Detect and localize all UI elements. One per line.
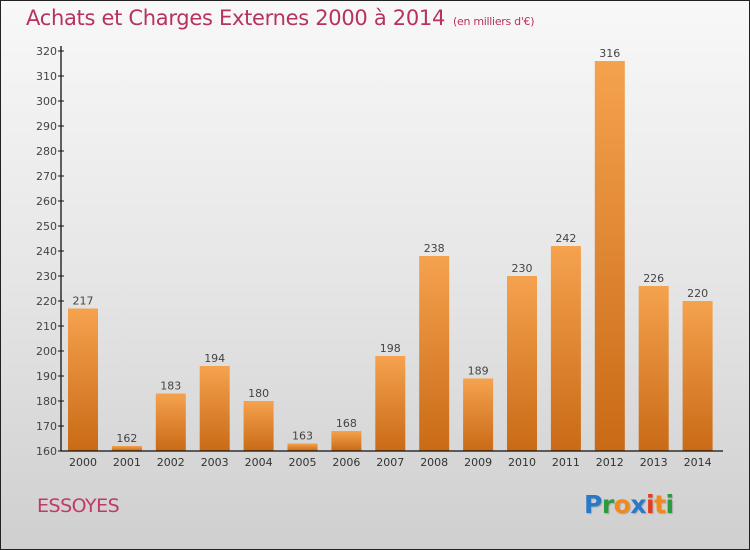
x-tick-label-2013: 2013 — [640, 456, 668, 469]
data-label-2011: 242 — [555, 232, 576, 245]
logo-letter: o — [613, 490, 631, 519]
y-tick-label-280: 280 — [36, 145, 57, 158]
bar-2005 — [287, 443, 318, 451]
y-tick-label-320: 320 — [36, 45, 57, 58]
logo-letter: P — [584, 490, 602, 519]
data-label-2002: 183 — [160, 380, 181, 393]
y-tick-label-180: 180 — [36, 395, 57, 408]
bar-2011 — [550, 246, 581, 451]
y-tick-label-220: 220 — [36, 295, 57, 308]
chart-title: Achats et Charges Externes 2000 à 2014 (e… — [26, 6, 535, 30]
data-label-2014: 220 — [687, 287, 708, 300]
data-label-2007: 198 — [380, 342, 401, 355]
bar-2003 — [199, 366, 230, 451]
logo-letter: i — [665, 490, 675, 519]
logo-letter: t — [654, 490, 666, 519]
x-tick-label-2008: 2008 — [420, 456, 448, 469]
data-label-2013: 226 — [643, 272, 664, 285]
data-label-2006: 168 — [336, 417, 357, 430]
x-tick-label-2002: 2002 — [157, 456, 185, 469]
bar-2002 — [155, 393, 186, 451]
bar-chart: 217 162 183 194 180 163 168 198 238 189 230 242 316 2… — [36, 45, 723, 469]
data-label-2010: 230 — [512, 262, 533, 275]
x-tick-label-2004: 2004 — [245, 456, 273, 469]
data-label-2008: 238 — [424, 242, 445, 255]
x-tick-label-2001: 2001 — [113, 456, 141, 469]
x-tick-label-2005: 2005 — [289, 456, 317, 469]
x-tick-label-2009: 2009 — [464, 456, 492, 469]
x-tick-label-2010: 2010 — [508, 456, 536, 469]
y-tick-label-230: 230 — [36, 270, 57, 283]
bar-2012 — [594, 61, 625, 451]
x-tick-label-2006: 2006 — [332, 456, 360, 469]
y-tick-label-200: 200 — [36, 345, 57, 358]
logo-letter: i — [646, 490, 655, 519]
logo-letter: r — [601, 490, 614, 519]
data-label-2003: 194 — [204, 352, 225, 365]
data-label-2005: 163 — [292, 430, 313, 443]
bar-2004 — [243, 401, 274, 451]
x-tick-label-2011: 2011 — [552, 456, 580, 469]
y-tick-label-190: 190 — [36, 370, 57, 383]
x-tick-label-2000: 2000 — [69, 456, 97, 469]
logo-letter: x — [630, 490, 646, 519]
x-tick-label-2007: 2007 — [376, 456, 404, 469]
y-tick-label-310: 310 — [36, 70, 57, 83]
y-tick-label-160: 160 — [36, 445, 57, 458]
y-tick-label-170: 170 — [36, 420, 57, 433]
proxiti-logo: Proxiti — [584, 490, 674, 519]
data-label-2004: 180 — [248, 387, 269, 400]
bar-2014 — [682, 301, 713, 451]
y-tick-label-210: 210 — [36, 320, 57, 333]
bar-2006 — [331, 431, 362, 451]
y-tick-label-300: 300 — [36, 95, 57, 108]
y-tick-label-240: 240 — [36, 245, 57, 258]
title-unit: (en milliers d'€) — [453, 15, 535, 28]
y-tick-label-270: 270 — [36, 170, 57, 183]
x-tick-label-2014: 2014 — [684, 456, 712, 469]
bar-2009 — [463, 378, 494, 451]
data-label-2000: 217 — [73, 295, 94, 308]
bar-2013 — [638, 286, 669, 451]
x-tick-label-2003: 2003 — [201, 456, 229, 469]
y-tick-label-250: 250 — [36, 220, 57, 233]
title-text: Achats et Charges Externes 2000 à 2014 — [26, 6, 446, 30]
city-name: ESSOYES — [37, 495, 120, 517]
bar-2007 — [375, 356, 406, 451]
data-label-2001: 162 — [116, 432, 137, 445]
bar-2010 — [507, 276, 537, 451]
y-tick-label-260: 260 — [36, 195, 57, 208]
data-label-2009: 189 — [468, 365, 489, 378]
bar-2000 — [68, 308, 98, 451]
data-label-2012: 316 — [599, 47, 620, 60]
x-tick-label-2012: 2012 — [596, 456, 624, 469]
y-tick-label-290: 290 — [36, 120, 57, 133]
bar-2008 — [419, 256, 450, 451]
bar-2001 — [111, 446, 142, 451]
